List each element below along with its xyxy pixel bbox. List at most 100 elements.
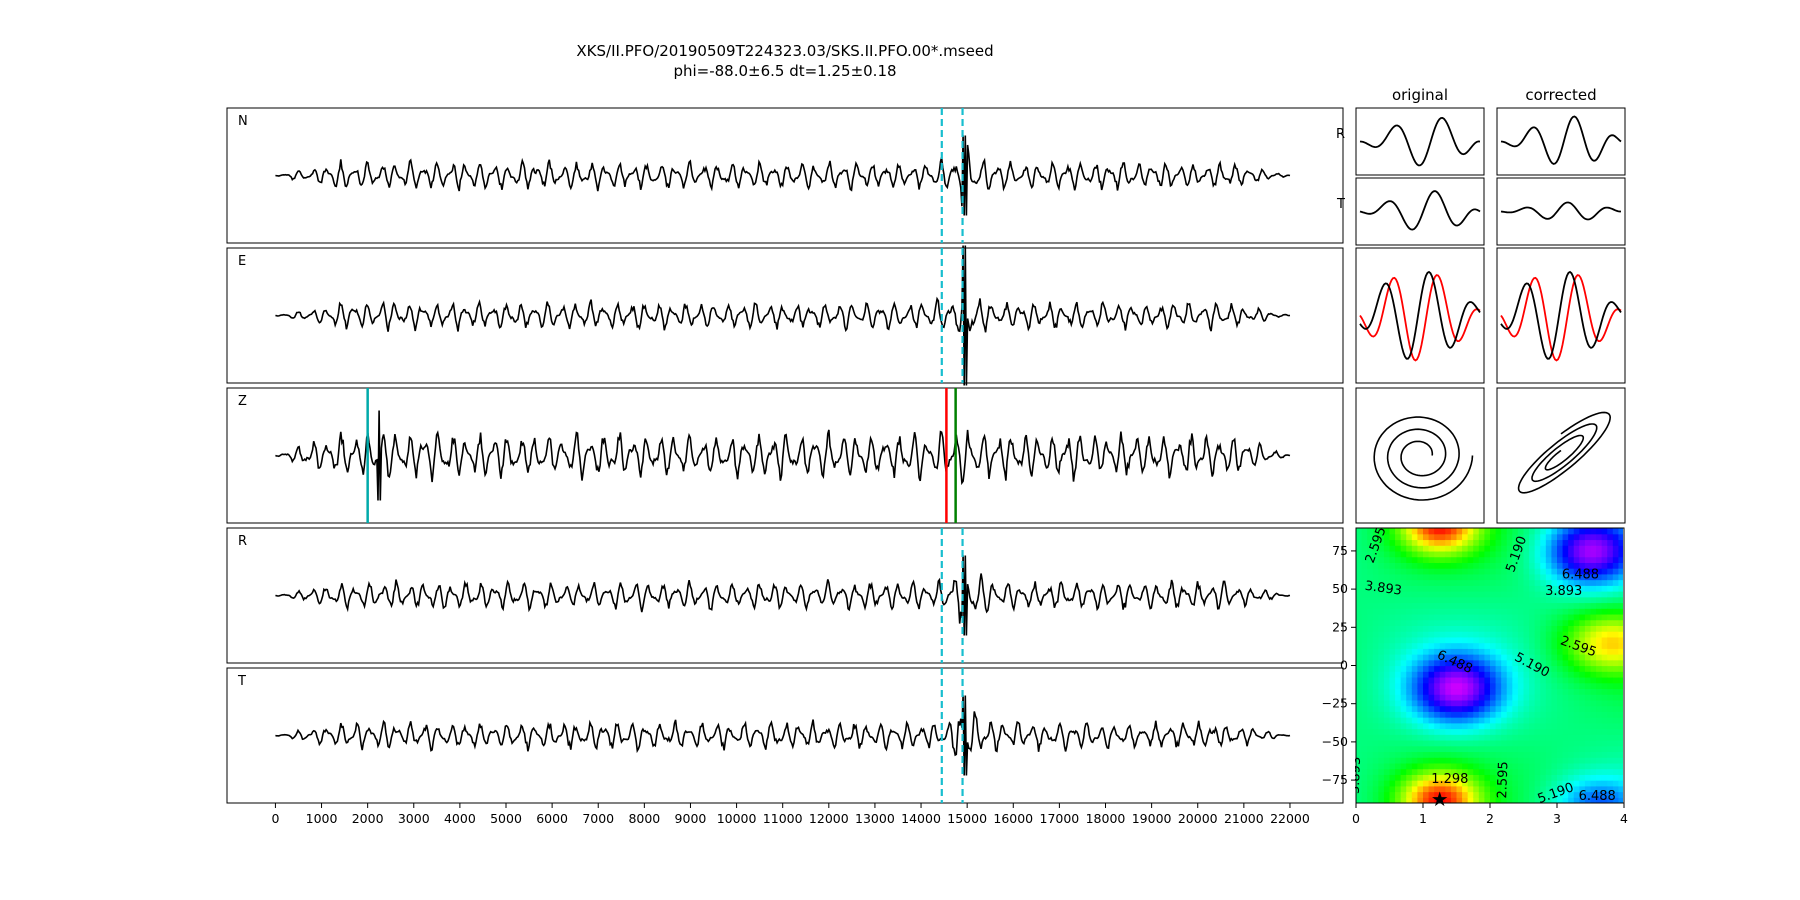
heatmap-cell bbox=[1601, 636, 1608, 644]
heatmap-cell bbox=[1596, 659, 1603, 667]
heatmap-cell bbox=[1618, 768, 1623, 775]
heatmap-cell bbox=[1372, 539, 1379, 546]
heatmap-cell bbox=[1383, 694, 1391, 701]
heatmap-cell bbox=[1484, 745, 1491, 753]
heatmap-cell bbox=[1462, 613, 1469, 621]
heatmap-cell bbox=[1506, 768, 1513, 775]
heatmap-cell bbox=[1579, 562, 1586, 569]
heatmap-cell bbox=[1478, 665, 1486, 672]
heatmap-cell bbox=[1607, 539, 1614, 546]
heatmap-cell bbox=[1523, 785, 1530, 793]
seismogram-x-axis: 0 1000 2000 3000 4000 5000 6000 7000 8000 9000 100… bbox=[271, 803, 1310, 826]
heatmap-cell bbox=[1395, 556, 1402, 563]
heatmap-cell bbox=[1478, 780, 1486, 787]
heatmap-cell bbox=[1400, 734, 1407, 741]
heatmap-cell bbox=[1456, 734, 1463, 741]
heatmap-cell bbox=[1506, 625, 1513, 632]
heatmap-cell bbox=[1590, 717, 1597, 724]
heatmap-cell bbox=[1478, 596, 1486, 604]
heatmap-cell bbox=[1506, 774, 1513, 781]
heatmap-cell bbox=[1607, 676, 1614, 684]
heatmap-cell bbox=[1490, 608, 1497, 615]
heatmap-cell bbox=[1411, 688, 1419, 695]
heatmap-cell bbox=[1406, 728, 1413, 735]
heatmap-cell bbox=[1596, 631, 1603, 638]
heatmap-cell bbox=[1445, 625, 1452, 632]
heatmap-cell bbox=[1450, 739, 1458, 747]
heatmap-cell bbox=[1450, 722, 1458, 730]
heatmap-cell bbox=[1545, 728, 1553, 735]
heatmap-cell bbox=[1423, 608, 1430, 615]
heatmap-cell bbox=[1411, 550, 1419, 558]
heatmap-cell bbox=[1372, 676, 1379, 684]
heatmap-cell bbox=[1445, 717, 1452, 724]
heatmap-cell bbox=[1411, 619, 1419, 626]
heatmap-cell bbox=[1490, 762, 1497, 770]
heatmap-cell bbox=[1551, 791, 1558, 798]
heatmap-cell bbox=[1428, 739, 1435, 747]
heatmap-cell bbox=[1557, 745, 1564, 753]
heatmap-cell bbox=[1506, 762, 1513, 770]
heatmap-cell bbox=[1596, 694, 1603, 701]
heatmap-cell bbox=[1356, 774, 1363, 781]
heatmap-cell bbox=[1612, 562, 1620, 569]
heatmap-cell bbox=[1584, 676, 1592, 684]
heatmap-cell bbox=[1473, 625, 1480, 632]
heatmap-cell bbox=[1596, 762, 1603, 770]
heatmap-cell bbox=[1596, 734, 1603, 741]
heatmap-cell bbox=[1579, 619, 1586, 626]
heatmap-cell bbox=[1462, 573, 1469, 581]
heatmap-cell bbox=[1372, 739, 1379, 747]
heatmap-cell bbox=[1540, 636, 1547, 644]
heatmap-cell bbox=[1540, 539, 1547, 546]
heatmap-cell bbox=[1517, 751, 1525, 758]
heatmap-cell bbox=[1356, 682, 1363, 690]
heatmap-cell bbox=[1612, 694, 1620, 701]
heatmap-cell bbox=[1568, 585, 1575, 592]
heatmap-cell bbox=[1356, 608, 1363, 615]
heatmap-cell bbox=[1590, 545, 1597, 552]
heatmap-cell bbox=[1517, 613, 1525, 621]
heatmap-cell bbox=[1506, 631, 1513, 638]
heatmap-cell bbox=[1506, 568, 1513, 575]
heatmap-cell bbox=[1607, 585, 1614, 592]
heatmap-cell bbox=[1467, 654, 1474, 661]
heatmap-cell bbox=[1540, 619, 1547, 626]
heatmap-cell bbox=[1612, 539, 1620, 546]
heatmap-cell bbox=[1456, 671, 1463, 678]
heatmap-cell bbox=[1545, 573, 1553, 581]
heatmap-cell bbox=[1618, 665, 1623, 672]
heatmap-cell bbox=[1467, 682, 1474, 690]
heatmap-cell bbox=[1367, 717, 1374, 724]
heatmap-cell bbox=[1490, 671, 1497, 678]
heatmap-cell bbox=[1607, 774, 1614, 781]
heatmap-cell bbox=[1417, 722, 1424, 730]
heatmap-cell bbox=[1372, 682, 1379, 690]
x-tick-label: 7000 bbox=[582, 811, 614, 826]
heatmap-cell bbox=[1495, 739, 1502, 747]
heatmap-cell bbox=[1490, 654, 1497, 661]
heatmap-cell bbox=[1395, 625, 1402, 632]
heatmap-cell bbox=[1506, 556, 1513, 563]
heatmap-cell bbox=[1400, 722, 1407, 730]
heatmap-cell bbox=[1568, 562, 1575, 569]
heatmap-cell bbox=[1389, 717, 1396, 724]
heatmap-cell bbox=[1612, 591, 1620, 598]
heatmap-cell bbox=[1411, 728, 1419, 735]
heatmap-cell bbox=[1389, 613, 1396, 621]
heatmap-cell bbox=[1590, 791, 1597, 798]
heatmap-cell bbox=[1484, 705, 1491, 712]
heatmap-cell bbox=[1495, 602, 1502, 609]
heatmap-cell bbox=[1456, 797, 1463, 803]
heatmap-cell bbox=[1612, 648, 1620, 655]
heatmap-cell bbox=[1534, 602, 1541, 609]
heatmap-cell bbox=[1445, 573, 1452, 581]
heatmap-cell bbox=[1590, 739, 1597, 747]
heatmap-cell bbox=[1557, 785, 1564, 793]
heatmap-cell bbox=[1596, 722, 1603, 730]
heatmap-cell bbox=[1618, 717, 1623, 724]
heatmap-cell bbox=[1495, 550, 1502, 558]
heatmap-cell bbox=[1551, 717, 1558, 724]
heatmap-cell bbox=[1445, 751, 1452, 758]
heatmap-cell bbox=[1501, 568, 1508, 575]
